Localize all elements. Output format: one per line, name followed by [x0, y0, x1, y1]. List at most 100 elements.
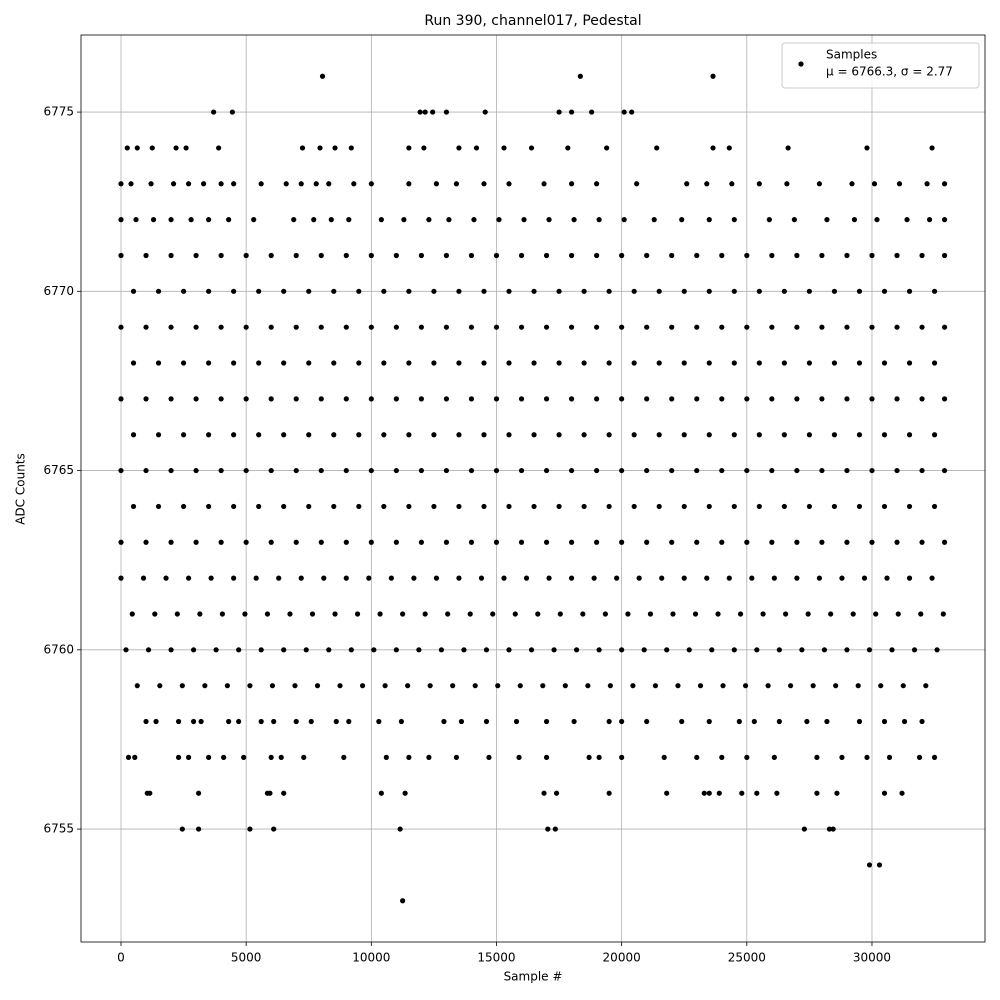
point — [528, 145, 535, 151]
point — [543, 539, 550, 545]
point — [431, 432, 437, 438]
plot-frame — [80, 34, 986, 943]
point — [418, 324, 424, 330]
point — [619, 467, 625, 474]
point — [197, 611, 203, 617]
point — [704, 181, 710, 187]
point — [869, 324, 875, 330]
point — [551, 647, 557, 653]
point — [731, 288, 737, 294]
point — [393, 252, 399, 259]
point — [556, 109, 562, 115]
point — [606, 503, 612, 510]
point — [596, 217, 602, 223]
point — [756, 360, 762, 366]
point — [313, 181, 319, 187]
point — [481, 503, 487, 510]
point — [819, 467, 825, 474]
point — [155, 288, 162, 294]
point — [850, 611, 856, 617]
point — [201, 181, 207, 187]
point — [523, 575, 530, 581]
point — [149, 145, 155, 151]
point — [535, 611, 541, 617]
point — [737, 611, 744, 617]
point — [681, 360, 687, 366]
point — [185, 181, 192, 187]
point — [281, 790, 287, 796]
point — [831, 432, 838, 438]
point — [844, 252, 850, 259]
point — [884, 575, 890, 581]
point — [614, 575, 620, 581]
point — [749, 575, 755, 581]
point — [168, 396, 174, 402]
point — [431, 503, 437, 510]
point — [824, 217, 830, 223]
point — [679, 217, 685, 223]
point — [531, 432, 537, 438]
point — [153, 718, 159, 725]
point — [706, 288, 712, 294]
point — [196, 790, 202, 796]
point — [293, 252, 299, 259]
point — [571, 718, 577, 725]
point — [518, 396, 525, 402]
point — [556, 360, 562, 366]
point — [132, 754, 138, 760]
point — [556, 288, 562, 294]
point — [543, 252, 550, 259]
point — [256, 432, 262, 438]
point — [306, 288, 312, 294]
point — [781, 360, 787, 366]
point — [669, 324, 675, 330]
point — [856, 288, 863, 294]
point — [518, 539, 525, 545]
point — [406, 145, 412, 151]
point — [916, 754, 923, 760]
point — [483, 718, 490, 725]
point — [694, 396, 700, 402]
point — [816, 181, 823, 187]
legend-note: μ = 6766.3, σ = 2.77 — [826, 65, 953, 79]
point — [556, 503, 562, 510]
point — [881, 790, 888, 796]
point — [719, 252, 725, 259]
point — [571, 217, 577, 223]
point — [147, 790, 153, 796]
point — [346, 217, 352, 223]
point — [856, 360, 863, 366]
point — [268, 396, 274, 402]
point — [669, 396, 675, 402]
point — [806, 360, 812, 366]
point — [562, 683, 568, 689]
point — [376, 718, 382, 725]
point — [185, 754, 192, 760]
point — [258, 647, 264, 653]
y-tick-label: 6775 — [43, 105, 74, 119]
point — [130, 360, 137, 366]
point — [581, 288, 587, 294]
point — [321, 575, 327, 581]
point — [426, 754, 432, 760]
point — [788, 683, 794, 689]
point — [719, 539, 725, 545]
point — [889, 647, 895, 653]
x-tick-label: 10000 — [352, 951, 390, 965]
point — [243, 467, 249, 474]
point — [243, 539, 249, 545]
point — [118, 396, 124, 402]
point — [431, 288, 437, 294]
point — [481, 432, 487, 438]
point — [506, 181, 512, 187]
point — [382, 683, 388, 689]
point — [839, 754, 845, 760]
point — [438, 647, 445, 653]
point — [398, 718, 404, 725]
point — [343, 539, 349, 545]
point — [591, 575, 597, 581]
point — [919, 539, 925, 545]
point — [346, 718, 352, 725]
point — [368, 396, 374, 402]
